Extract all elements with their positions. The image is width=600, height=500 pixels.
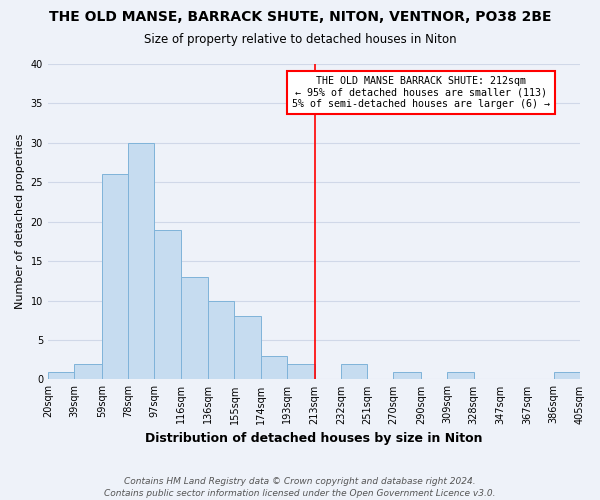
Text: THE OLD MANSE BARRACK SHUTE: 212sqm
← 95% of detached houses are smaller (113)
5: THE OLD MANSE BARRACK SHUTE: 212sqm ← 95… [292, 76, 550, 109]
Bar [48, 372, 74, 380]
Bar [287, 364, 314, 380]
Bar [102, 174, 128, 380]
Bar [181, 277, 208, 380]
Text: THE OLD MANSE, BARRACK SHUTE, NITON, VENTNOR, PO38 2BE: THE OLD MANSE, BARRACK SHUTE, NITON, VEN… [49, 10, 551, 24]
Bar [208, 300, 235, 380]
Bar [74, 364, 102, 380]
Bar [154, 230, 181, 380]
Bar [235, 316, 261, 380]
Text: Size of property relative to detached houses in Niton: Size of property relative to detached ho… [143, 32, 457, 46]
Bar [261, 356, 287, 380]
Text: Contains HM Land Registry data © Crown copyright and database right 2024.
Contai: Contains HM Land Registry data © Crown c… [104, 476, 496, 498]
Bar [554, 372, 580, 380]
Bar [341, 364, 367, 380]
X-axis label: Distribution of detached houses by size in Niton: Distribution of detached houses by size … [145, 432, 483, 445]
Bar [128, 143, 154, 380]
Bar [394, 372, 421, 380]
Y-axis label: Number of detached properties: Number of detached properties [15, 134, 25, 310]
Bar [448, 372, 473, 380]
